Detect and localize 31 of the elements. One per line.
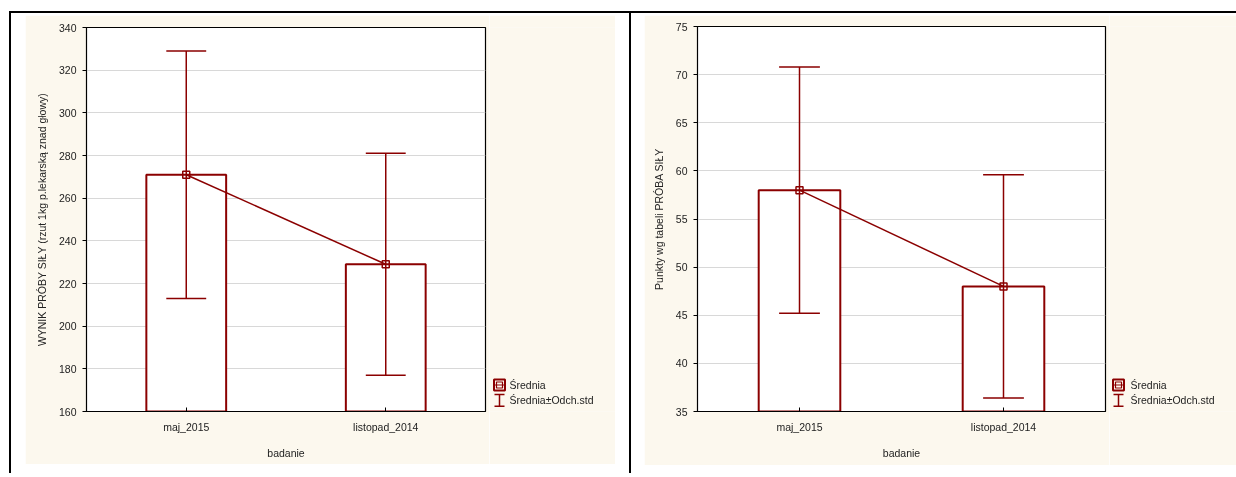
legend-label: Średnia±Odch.std	[509, 394, 594, 407]
y-tick-label: 300	[58, 106, 77, 119]
x-axis-title: badanie	[882, 446, 921, 459]
y-tick-label: 240	[58, 234, 77, 247]
y-tick-label: 55	[675, 213, 688, 225]
y-tick-label: 70	[675, 68, 688, 81]
y-tick-label: 35	[675, 405, 688, 418]
y-axis-title: Punkty wg tabeli PRÓBA SIŁY	[652, 148, 665, 290]
y-tick-label: 280	[58, 149, 77, 162]
y-tick-label: 40	[675, 357, 688, 370]
y-tick-label: 220	[58, 277, 77, 290]
y-tick-label: 50	[675, 261, 688, 274]
x-tick-label: listopad_2014	[970, 420, 1037, 433]
x-tick-label: maj_2015	[776, 420, 823, 433]
legend-label: Średnia±Odch.std	[1130, 394, 1215, 407]
y-tick-label: 340	[58, 21, 77, 34]
x-tick-label: maj_2015	[163, 420, 210, 433]
y-tick-label: 260	[58, 192, 77, 205]
y-tick-label: 200	[58, 320, 77, 333]
legend-label: Średnia	[509, 378, 546, 391]
legend-label: Średnia	[1130, 378, 1167, 391]
y-tick-label: 60	[675, 164, 688, 177]
y-tick-label: 160	[58, 405, 77, 418]
y-tick-label: 320	[58, 64, 77, 77]
y-tick-label: 65	[675, 116, 688, 129]
y-tick-label: 75	[675, 20, 688, 33]
y-tick-label: 45	[675, 309, 688, 322]
x-tick-label: listopad_2014	[353, 420, 419, 433]
y-tick-label: 180	[58, 362, 77, 375]
x-axis-title: badanie	[267, 446, 305, 459]
y-axis-title: WYNIK PRÓBY SIŁY (rzut 1kg p.lekarską znad głowy)	[35, 93, 48, 347]
